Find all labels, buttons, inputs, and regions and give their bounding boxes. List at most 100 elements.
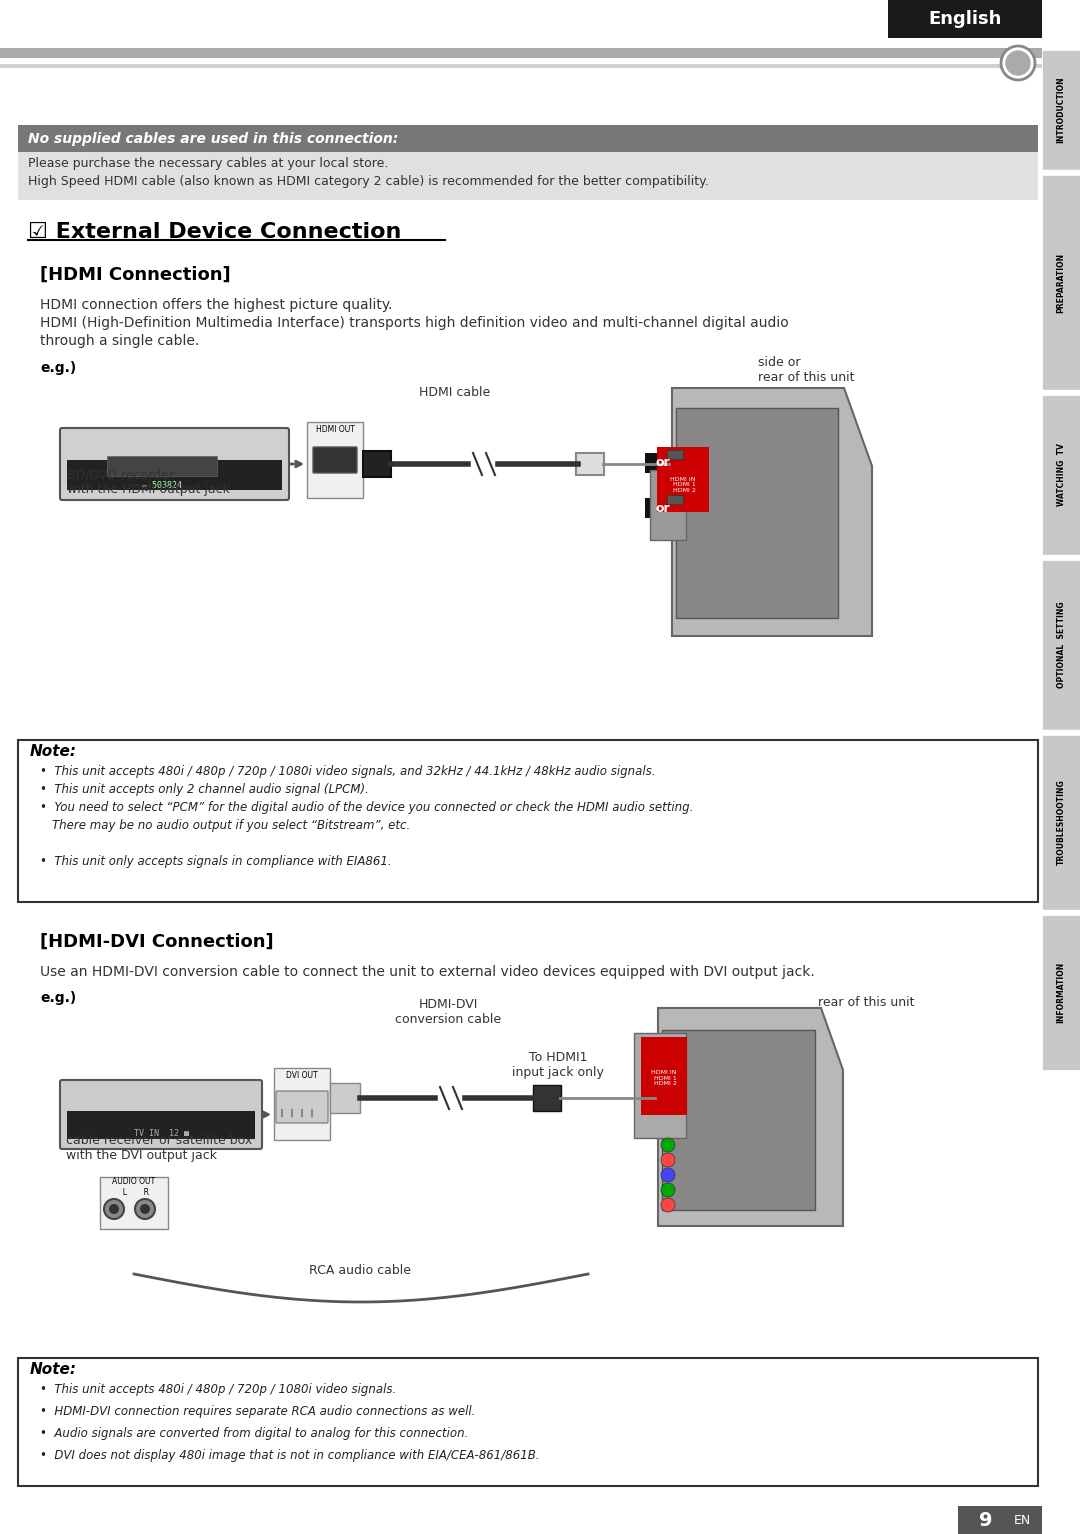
Bar (1042, 914, 1080, 1071)
Text: [HDMI Connection]: [HDMI Connection] (40, 265, 231, 284)
Text: HDMI (High-Definition Multimedia Interface) transports high definition video and: HDMI (High-Definition Multimedia Interfa… (40, 316, 788, 330)
Text: Note:: Note: (30, 744, 77, 759)
Text: INTRODUCTION: INTRODUCTION (1056, 77, 1066, 143)
Bar (330, 1083, 360, 1114)
Text: •  HDMI-DVI connection requires separate RCA audio connections as well.: • HDMI-DVI connection requires separate … (40, 1405, 475, 1419)
Text: HDMI-DVI
conversion cable: HDMI-DVI conversion cable (395, 999, 501, 1026)
Circle shape (661, 1154, 675, 1167)
Circle shape (661, 1167, 675, 1183)
Bar (0, 64, 1042, 67)
Bar (363, 451, 391, 477)
Circle shape (1005, 51, 1030, 75)
Bar (18, 1358, 1038, 1486)
Circle shape (109, 1204, 119, 1213)
Text: e.g.): e.g.) (40, 991, 77, 1005)
Bar (645, 453, 681, 472)
Text: Use an HDMI-DVI conversion cable to connect the unit to external video devices e: Use an HDMI-DVI conversion cable to conn… (40, 965, 814, 979)
FancyBboxPatch shape (313, 446, 357, 472)
Text: •  This unit accepts only 2 channel audio signal (LPCM).: • This unit accepts only 2 channel audio… (40, 784, 369, 796)
Text: Note:: Note: (30, 1362, 77, 1378)
Circle shape (661, 1138, 675, 1152)
Text: •  You need to select “PCM” for the digital audio of the device you connected or: • You need to select “PCM” for the digit… (40, 801, 693, 815)
Text: TV IN  12 ■: TV IN 12 ■ (134, 1129, 189, 1138)
Bar (650, 469, 686, 540)
Text: or: or (656, 457, 671, 469)
Bar (1042, 735, 1080, 910)
Text: ► 503824: ► 503824 (141, 482, 183, 491)
Text: TROUBLESHOOTING: TROUBLESHOOTING (1056, 779, 1066, 865)
Circle shape (140, 1204, 150, 1213)
Text: HDMI IN
 HDMI 1
 HDMI 2: HDMI IN HDMI 1 HDMI 2 (651, 1069, 677, 1086)
Text: HDMI IN
 HDMI 1
 HDMI 2: HDMI IN HDMI 1 HDMI 2 (671, 477, 696, 494)
Bar (67, 460, 282, 489)
Bar (534, 1085, 561, 1111)
Circle shape (135, 1200, 156, 1220)
Bar (18, 152, 1038, 199)
Circle shape (104, 1200, 124, 1220)
Polygon shape (672, 388, 872, 637)
Text: EN: EN (1013, 1514, 1030, 1526)
Circle shape (661, 1183, 675, 1197)
Text: HDMI cable: HDMI cable (419, 385, 490, 399)
Text: PREPARATION: PREPARATION (1056, 253, 1066, 313)
Text: •  DVI does not display 480i image that is not in compliance with EIA/CEA-861/86: • DVI does not display 480i image that i… (40, 1450, 540, 1462)
Text: or: or (656, 502, 671, 514)
Bar (67, 1111, 255, 1140)
Text: No supplied cables are used in this connection:: No supplied cables are used in this conn… (28, 132, 399, 146)
Text: •  Audio signals are converted from digital to analog for this connection.: • Audio signals are converted from digit… (40, 1428, 469, 1440)
Bar (634, 1032, 686, 1138)
Bar (1042, 394, 1080, 555)
Bar (274, 1068, 330, 1140)
Text: DVI OUT: DVI OUT (286, 1072, 318, 1080)
Text: INFORMATION: INFORMATION (1056, 962, 1066, 1023)
Circle shape (661, 1198, 675, 1212)
Text: English: English (929, 11, 1001, 28)
FancyBboxPatch shape (60, 428, 289, 500)
Text: OPTIONAL  SETTING: OPTIONAL SETTING (1056, 601, 1066, 689)
Text: AUDIO OUT
  L       R: AUDIO OUT L R (112, 1177, 156, 1197)
Text: ☑ External Device Connection: ☑ External Device Connection (28, 222, 402, 242)
Bar (576, 453, 604, 476)
Text: 9: 9 (980, 1511, 993, 1529)
Bar (1042, 51, 1080, 170)
Bar (0, 48, 1042, 58)
Bar (662, 1029, 815, 1210)
Polygon shape (658, 1008, 843, 1226)
Text: To HDMI1
input jack only: To HDMI1 input jack only (512, 1051, 604, 1078)
Bar (667, 449, 683, 459)
Text: e.g.): e.g.) (40, 360, 77, 374)
Text: side or
rear of this unit: side or rear of this unit (758, 356, 854, 384)
Bar (18, 124, 1038, 153)
Text: BD/DVD recorder
with the HDMI output jack: BD/DVD recorder with the HDMI output jac… (67, 468, 230, 495)
Text: HDMI connection offers the highest picture quality.: HDMI connection offers the highest pictu… (40, 298, 392, 311)
Text: RCA audio cable: RCA audio cable (309, 1264, 411, 1276)
Text: •  This unit accepts 480i / 480p / 720p / 1080i video signals.: • This unit accepts 480i / 480p / 720p /… (40, 1384, 396, 1396)
Bar (18, 739, 1038, 902)
Text: WATCHING  TV: WATCHING TV (1056, 443, 1066, 506)
Bar (307, 422, 363, 499)
Circle shape (1001, 46, 1035, 80)
FancyBboxPatch shape (276, 1091, 328, 1123)
Text: rear of this unit: rear of this unit (818, 996, 915, 1008)
Bar (667, 495, 683, 505)
Bar (958, 1506, 1042, 1534)
Bar (645, 499, 681, 518)
Bar (657, 446, 708, 512)
Text: through a single cable.: through a single cable. (40, 334, 199, 348)
Bar (676, 408, 838, 618)
Bar (100, 1177, 168, 1229)
Text: HDMI OUT: HDMI OUT (315, 425, 354, 434)
Text: High Speed HDMI cable (also known as HDMI category 2 cable) is recommended for t: High Speed HDMI cable (also known as HDM… (28, 175, 708, 189)
Text: [HDMI-DVI Connection]: [HDMI-DVI Connection] (40, 933, 273, 951)
Bar (1042, 560, 1080, 730)
FancyBboxPatch shape (60, 1080, 262, 1149)
Text: •  This unit only accepts signals in compliance with EIA861.: • This unit only accepts signals in comp… (40, 856, 392, 868)
Text: cable receiver or satellite box
with the DVI output jack: cable receiver or satellite box with the… (66, 1134, 253, 1161)
Bar (888, 0, 1042, 38)
Bar (642, 1037, 687, 1115)
Bar (1042, 175, 1080, 390)
Text: Please purchase the necessary cables at your local store.: Please purchase the necessary cables at … (28, 156, 389, 169)
Text: •  This unit accepts 480i / 480p / 720p / 1080i video signals, and 32kHz / 44.1k: • This unit accepts 480i / 480p / 720p /… (40, 765, 656, 778)
Text: There may be no audio output if you select “Bitstream”, etc.: There may be no audio output if you sele… (52, 819, 410, 833)
Bar (107, 456, 217, 476)
